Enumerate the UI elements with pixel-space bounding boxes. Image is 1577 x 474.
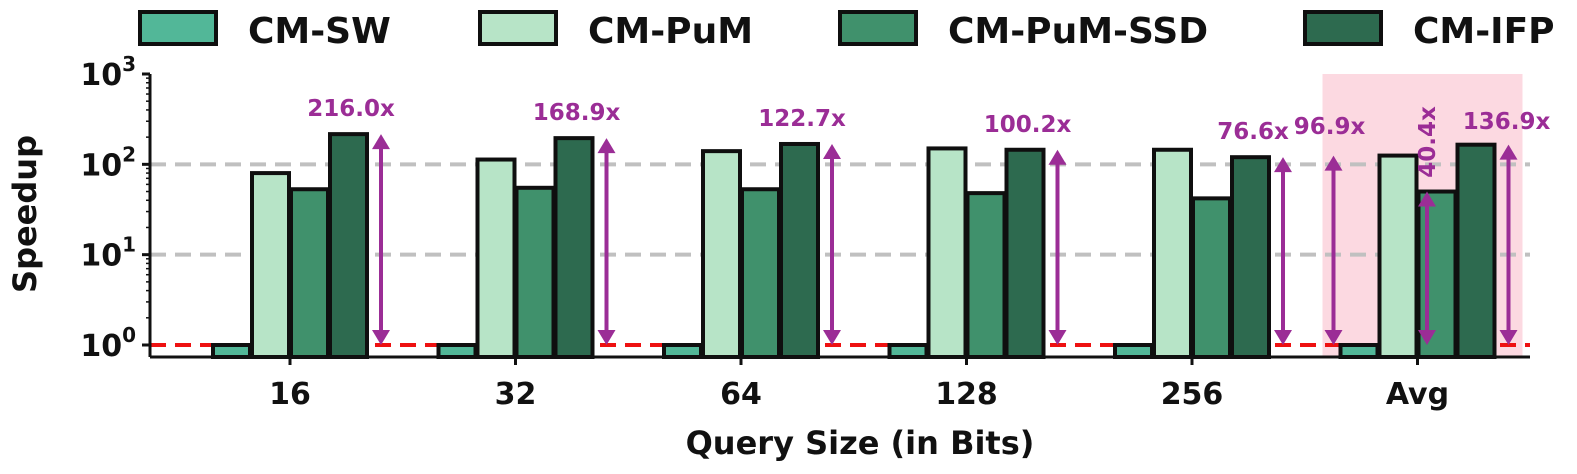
x-tick-label-256: 256 (1161, 377, 1224, 412)
bar-cm-pum-64 (701, 149, 742, 359)
annotation-avg-ssd-arrow (1418, 191, 1436, 345)
annotation-avg-ssd-label: 40.4x (1415, 106, 1441, 178)
bar-cm-pum-ssd-64 (740, 187, 781, 359)
y-tick-label-1: 101 (80, 233, 136, 274)
legend-swatch-cm-ifp (1303, 10, 1383, 46)
y-tick-label-0: 100 (80, 323, 136, 364)
legend-label-cm-pum: CM-PuM (588, 11, 753, 52)
x-axis-title: Query Size (in Bits) (686, 424, 1035, 462)
legend-swatch-cm-pum (478, 10, 558, 46)
bar-cm-pum-128 (926, 146, 968, 359)
annotation-16-0-label: 216.0x (307, 96, 395, 122)
annotation-avg-pum-label: 96.9x (1294, 114, 1366, 140)
annotation-32-1-arrow-head-top (597, 138, 616, 154)
annotation-64-2-arrow (823, 143, 841, 345)
bar-cm-sw-256 (1113, 343, 1154, 359)
bar-cm-ifp-128 (1004, 147, 1046, 359)
bar-cm-ifp-avg (1455, 142, 1497, 359)
bar-cm-pum-16 (250, 171, 291, 359)
x-tick-label-64: 64 (720, 377, 762, 412)
axis-layer: 100 101 102 103 16 32 64 128 256 Avg (80, 52, 1530, 412)
annotation-avg-ifp-arrow-head-bottom (1499, 330, 1518, 345)
legend-item-cm-ifp: CM-IFP (1303, 10, 1555, 52)
annotation-avg-ifp-arrow (1499, 144, 1518, 345)
legend-label-cm-pum-ssd: CM-PuM-SSD (948, 11, 1208, 52)
x-tick-label-32: 32 (495, 377, 537, 412)
annotation-64-2-arrow-head-bottom (823, 330, 841, 345)
y-axis-title: Speedup (6, 135, 44, 293)
annotation-256-4-arrow (1274, 157, 1292, 345)
y-tick-label-2: 102 (80, 142, 136, 183)
x-tick-label-128: 128 (935, 377, 998, 412)
bar-cm-ifp-32 (553, 136, 595, 359)
annotation-16-0-arrow (372, 134, 390, 345)
legend-item-cm-pum-ssd: CM-PuM-SSD (838, 10, 1208, 52)
bar-cm-sw-16 (211, 343, 252, 359)
annotation-32-1-label: 168.9x (533, 100, 621, 126)
annotation-32-1-arrow (597, 138, 616, 345)
annotation-128-3-arrow-head-top (1048, 149, 1067, 165)
annotation-128-3-arrow-head-bottom (1048, 330, 1067, 345)
legend-label-cm-sw: CM-SW (248, 11, 391, 52)
bar-cm-pum-avg (1377, 153, 1419, 359)
bar-cm-sw-64 (662, 343, 703, 359)
bar-cm-pum-ssd-128 (965, 191, 1007, 359)
annotation-16-0-arrow-head-top (372, 134, 390, 150)
legend-item-cm-sw: CM-SW (138, 10, 391, 52)
annotation-64-2-label: 122.7x (758, 106, 846, 132)
bar-cm-pum-ssd-32 (514, 185, 556, 359)
legend-label-cm-ifp: CM-IFP (1413, 11, 1555, 52)
bar-cm-sw-avg (1338, 343, 1380, 359)
legend-item-cm-pum: CM-PuM (478, 10, 753, 52)
annotation-128-3-label: 100.2x (984, 112, 1072, 138)
annotation-avg-pum-arrow (1324, 155, 1343, 345)
annotation-avg-ifp-label: 136.9x (1463, 109, 1551, 135)
bar-cm-pum-32 (475, 157, 517, 359)
bar-cm-sw-32 (436, 343, 478, 359)
x-tick-label-avg: Avg (1386, 377, 1449, 412)
annotation-layer: 216.0x 168.9x 122.7x 100.2x 76.6x 96.9x 40.4x 1… (307, 96, 1550, 345)
annotation-16-0-arrow-head-bottom (372, 330, 390, 345)
annotation-64-2-arrow-head-top (823, 143, 841, 159)
annotation-avg-ifp-arrow-head-top (1499, 144, 1518, 160)
annotation-avg-pum-arrow-head-bottom (1324, 330, 1343, 345)
legend: CM-SW CM-PuM CM-PuM-SSD CM-IFP (138, 10, 1555, 52)
annotation-avg-ssd-arrow-head-bottom (1418, 330, 1436, 345)
x-tick-label-16: 16 (269, 377, 311, 412)
bar-cm-pum-ssd-256 (1191, 196, 1232, 359)
bar-cm-ifp-256 (1230, 155, 1271, 359)
annotation-32-1-arrow-head-bottom (597, 330, 616, 345)
bar-cm-ifp-16 (328, 132, 369, 359)
bar-cm-ifp-64 (779, 141, 820, 359)
annotation-256-4-arrow-head-top (1274, 157, 1292, 173)
annotation-avg-pum-arrow-head-top (1324, 155, 1343, 171)
bar-cm-pum-256 (1152, 147, 1193, 359)
legend-swatch-cm-pum-ssd (838, 10, 918, 46)
y-tick-label-3: 103 (80, 52, 136, 93)
annotation-128-3-arrow (1048, 149, 1067, 345)
annotation-256-4-label: 76.6x (1217, 119, 1289, 145)
annotation-256-4-arrow-head-bottom (1274, 330, 1292, 345)
bar-layer (211, 132, 1497, 359)
bar-cm-sw-128 (887, 343, 929, 359)
bar-cm-pum-ssd-16 (289, 187, 330, 359)
annotation-avg-ssd-arrow-head-top (1418, 191, 1436, 207)
legend-swatch-cm-sw (138, 10, 218, 46)
